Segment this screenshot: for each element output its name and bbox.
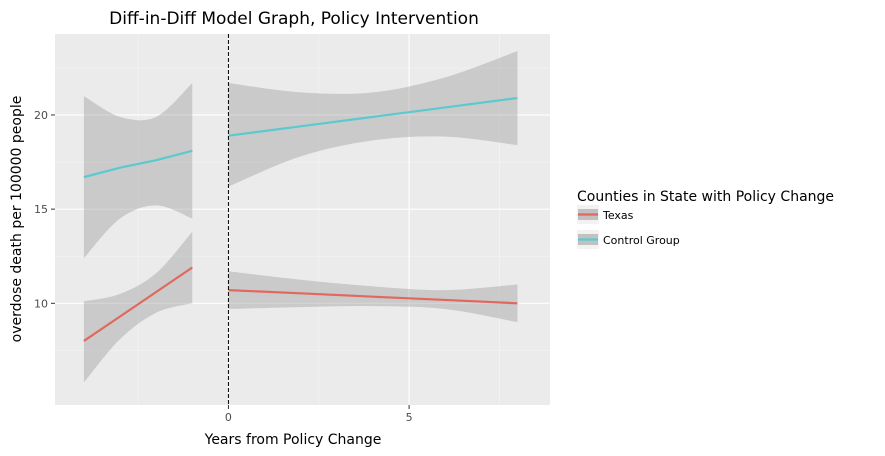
control-group-band-1 — [83, 82, 193, 259]
legend-label-control-group: Control Group — [603, 234, 680, 247]
y-tick-label: 10 — [34, 297, 48, 310]
control-group-line-2 — [228, 96, 518, 137]
legend-title: Counties in State with Policy Change — [577, 189, 834, 205]
texas-line-2 — [228, 289, 518, 305]
legend: Texas Control Group — [577, 205, 680, 249]
axis-ticks: 0 5 10 15 20 — [34, 109, 413, 424]
chart-title: Diff-in-Diff Model Graph, Policy Interve… — [109, 9, 479, 29]
control-group-line-1 — [83, 149, 193, 179]
legend-label-texas: Texas — [602, 209, 634, 222]
x-axis-title: Years from Policy Change — [204, 432, 382, 448]
control-group-band-2 — [228, 50, 518, 187]
y-tick-label: 15 — [34, 203, 48, 216]
plot-panel — [55, 34, 550, 405]
y-tick-label: 20 — [34, 109, 48, 122]
texas-band-1 — [83, 231, 193, 383]
x-tick-label: 5 — [406, 411, 413, 424]
y-axis-title: overdose death per 100000 people — [9, 96, 25, 343]
x-tick-label: 0 — [225, 411, 232, 424]
minor-gridlines — [55, 34, 550, 405]
texas-line-1 — [83, 266, 193, 342]
series-lines — [83, 96, 518, 342]
